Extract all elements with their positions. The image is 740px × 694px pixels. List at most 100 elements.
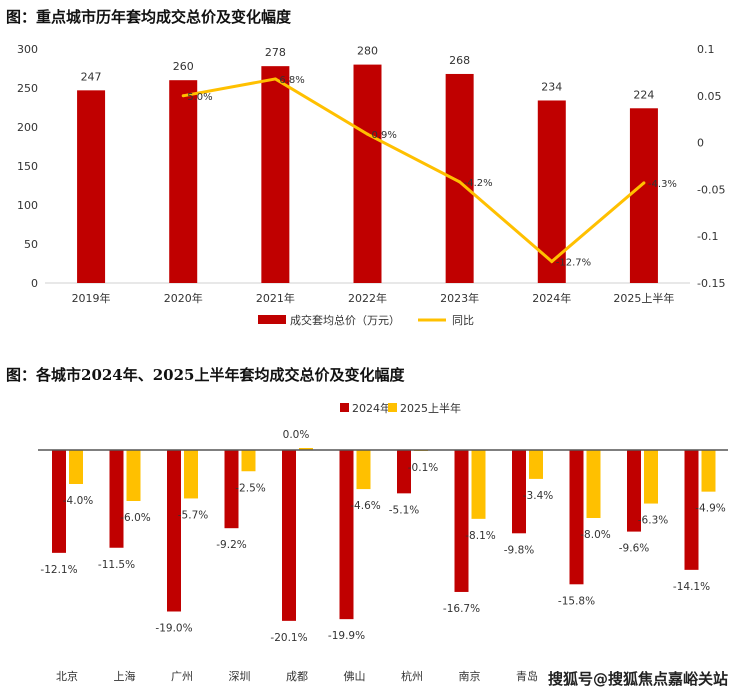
x-tick-label: 2024年 bbox=[532, 291, 571, 305]
legend-label-2025h1: 2025上半年 bbox=[400, 401, 461, 415]
bar-2024 bbox=[224, 450, 239, 529]
x-tick-label: 成都 bbox=[286, 670, 308, 683]
label-2025h1: 0.0% bbox=[283, 429, 310, 441]
yoy-point bbox=[550, 259, 554, 263]
label-2024: -12.1% bbox=[40, 564, 77, 576]
yoy-label: 5.0% bbox=[187, 92, 212, 103]
bar-2025h1 bbox=[184, 450, 198, 499]
bar-2024 bbox=[339, 450, 354, 620]
x-tick-label: 2023年 bbox=[440, 291, 479, 305]
x-tick-label: 南京 bbox=[459, 669, 481, 683]
x-tick-label: 杭州 bbox=[401, 669, 423, 683]
bar-2024 bbox=[282, 450, 296, 621]
y2-tick-label: 0.05 bbox=[697, 90, 722, 103]
legend-label-2024: 2024年 bbox=[352, 401, 391, 415]
bar-2019年 bbox=[77, 90, 106, 283]
x-tick-label: 2022年 bbox=[348, 291, 387, 305]
legend-label-line: 同比 bbox=[452, 314, 474, 327]
legend-swatch-2025h1 bbox=[388, 403, 397, 412]
y2-tick-label: -0.15 bbox=[697, 277, 725, 290]
bar-2025上半年 bbox=[629, 108, 658, 283]
bar-2025h1 bbox=[529, 450, 543, 479]
yoy-point bbox=[181, 94, 185, 98]
yoy-label: 6.8% bbox=[279, 75, 304, 86]
label-2024: -9.8% bbox=[504, 544, 534, 556]
bar-label: 234 bbox=[541, 80, 562, 93]
label-2024: -19.0% bbox=[155, 623, 192, 635]
bar-label: 268 bbox=[449, 54, 470, 67]
x-tick-label: 2019年 bbox=[72, 291, 111, 305]
yoy-label: 0.9% bbox=[372, 130, 397, 141]
yoy-point bbox=[458, 180, 462, 184]
bar-2024年 bbox=[537, 100, 566, 283]
label-2025h1: -4.6% bbox=[350, 500, 380, 512]
bar-2020年 bbox=[169, 80, 198, 283]
yoy-point bbox=[366, 132, 369, 136]
label-2024: -20.1% bbox=[270, 632, 307, 644]
x-tick-label: 2021年 bbox=[256, 291, 295, 305]
label-2025h1: -4.9% bbox=[695, 503, 725, 515]
watermark: 搜狐号@搜狐焦点嘉峪关站 bbox=[547, 670, 728, 688]
x-tick-label: 2020年 bbox=[164, 291, 203, 305]
bar-2025h1 bbox=[69, 450, 83, 484]
bar-2024 bbox=[512, 450, 526, 534]
y-tick-label: 0 bbox=[31, 277, 38, 290]
bar-label: 280 bbox=[357, 45, 378, 58]
bar-2025h1 bbox=[586, 450, 601, 518]
label-2024: -9.6% bbox=[619, 543, 649, 555]
y-tick-label: 200 bbox=[17, 121, 38, 134]
bar-label: 278 bbox=[265, 46, 286, 59]
bar-2025h1 bbox=[299, 448, 313, 450]
y2-tick-label: -0.05 bbox=[697, 183, 725, 196]
label-2025h1: -4.0% bbox=[63, 495, 93, 507]
label-2024: -14.1% bbox=[673, 581, 710, 593]
chart2-title: 图：各城市2024年、2025上半年套均成交总价及变化幅度 bbox=[6, 366, 405, 384]
bar-2022年 bbox=[353, 64, 382, 283]
bar-label: 247 bbox=[81, 70, 102, 83]
bar-2025h1 bbox=[241, 450, 256, 472]
y-tick-label: 50 bbox=[24, 238, 38, 251]
bar-2025h1 bbox=[471, 450, 486, 519]
bar-2024 bbox=[109, 450, 124, 548]
yoy-label: -4.2% bbox=[464, 178, 493, 189]
bar-2024 bbox=[684, 450, 699, 570]
yoy-point bbox=[642, 181, 646, 185]
label-2024: -9.2% bbox=[216, 539, 246, 551]
bar-2025h1 bbox=[701, 450, 716, 492]
x-tick-label: 广州 bbox=[171, 670, 193, 683]
bar-label: 224 bbox=[633, 88, 654, 101]
x-tick-label: 北京 bbox=[56, 669, 78, 683]
bar-2024 bbox=[167, 450, 181, 612]
chart1-title: 图：重点城市历年套均成交总价及变化幅度 bbox=[6, 8, 292, 26]
label-2024: -15.8% bbox=[558, 595, 595, 607]
y-tick-label: 300 bbox=[17, 43, 38, 56]
bar-2024 bbox=[397, 450, 411, 494]
label-2025h1: -0.1% bbox=[408, 462, 438, 474]
bar-2025h1 bbox=[126, 450, 141, 501]
legend-swatch-bar bbox=[258, 315, 286, 324]
bar-2024 bbox=[627, 450, 641, 532]
yoy-label: -4.3% bbox=[648, 179, 677, 190]
y2-tick-label: -0.1 bbox=[697, 230, 718, 243]
bar-2024 bbox=[52, 450, 66, 553]
y-tick-label: 150 bbox=[17, 160, 38, 173]
label-2024: -16.7% bbox=[443, 603, 480, 615]
legend-swatch-2024 bbox=[340, 403, 349, 412]
bar-label: 260 bbox=[173, 60, 194, 73]
x-tick-label: 深圳 bbox=[229, 670, 251, 683]
yoy-point bbox=[273, 77, 277, 81]
legend-label-bar: 成交套均总价（万元） bbox=[290, 313, 400, 327]
yoy-line bbox=[182, 77, 645, 264]
bar-2024 bbox=[569, 450, 584, 585]
bar-2025h1 bbox=[356, 450, 371, 490]
label-2025h1: -6.3% bbox=[638, 515, 668, 527]
label-2025h1: -2.5% bbox=[235, 482, 265, 494]
y-tick-label: 100 bbox=[17, 199, 38, 212]
label-2025h1: -8.0% bbox=[580, 529, 610, 541]
y2-tick-label: 0 bbox=[697, 137, 704, 150]
x-tick-label: 青岛 bbox=[516, 669, 538, 683]
bar-2021年 bbox=[261, 66, 290, 283]
label-2025h1: -6.0% bbox=[120, 512, 150, 524]
